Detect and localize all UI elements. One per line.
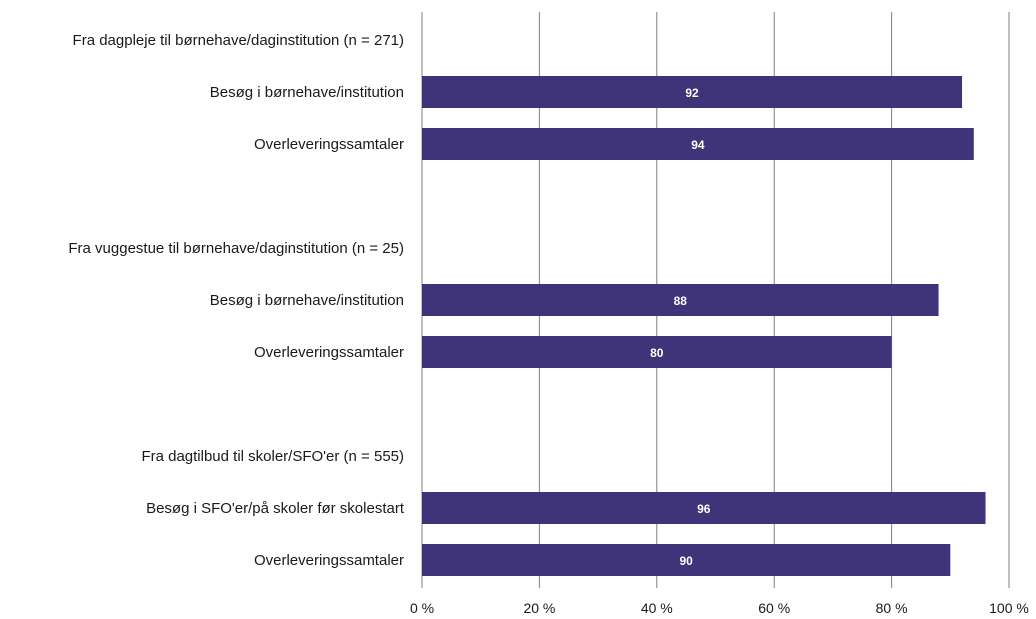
bar — [422, 284, 939, 316]
group-header-label: Fra dagtilbud til skoler/SFO'er (n = 555… — [141, 448, 404, 465]
x-tick-label: 0 % — [410, 600, 434, 616]
bar — [422, 76, 963, 108]
group-header-label: Fra vuggestue til børnehave/daginstituti… — [68, 240, 404, 257]
x-tick-label: 60 % — [758, 600, 790, 616]
bars: 92 94 88 80 96 90 — [422, 76, 986, 576]
x-tick-label: 20 % — [523, 600, 555, 616]
bar — [422, 336, 892, 368]
category-label: Overleveringssamtaler — [254, 344, 404, 361]
data-label: 80 — [650, 346, 664, 360]
data-label: 92 — [685, 86, 699, 100]
data-label: 90 — [679, 554, 693, 568]
x-tick-label: 80 % — [876, 600, 908, 616]
x-tick-label: 100 % — [989, 600, 1029, 616]
bar — [422, 544, 951, 576]
data-label: 94 — [691, 138, 705, 152]
data-label: 96 — [697, 502, 711, 516]
category-label: Overleveringssamtaler — [254, 552, 404, 569]
category-labels: Fra dagpleje til børnehave/daginstitutio… — [68, 32, 404, 569]
category-label: Besøg i børnehave/institution — [210, 292, 404, 309]
category-label: Overleveringssamtaler — [254, 136, 404, 153]
bar — [422, 492, 986, 524]
category-label: Besøg i SFO'er/på skoler før skolestart — [146, 500, 405, 517]
group-header-label: Fra dagpleje til børnehave/daginstitutio… — [73, 32, 404, 49]
bar — [422, 128, 974, 160]
data-label: 88 — [674, 294, 688, 308]
category-label: Besøg i børnehave/institution — [210, 84, 404, 101]
x-axis-ticks: 0 % 20 % 40 % 60 % 80 % 100 % — [410, 600, 1029, 616]
x-tick-label: 40 % — [641, 600, 673, 616]
